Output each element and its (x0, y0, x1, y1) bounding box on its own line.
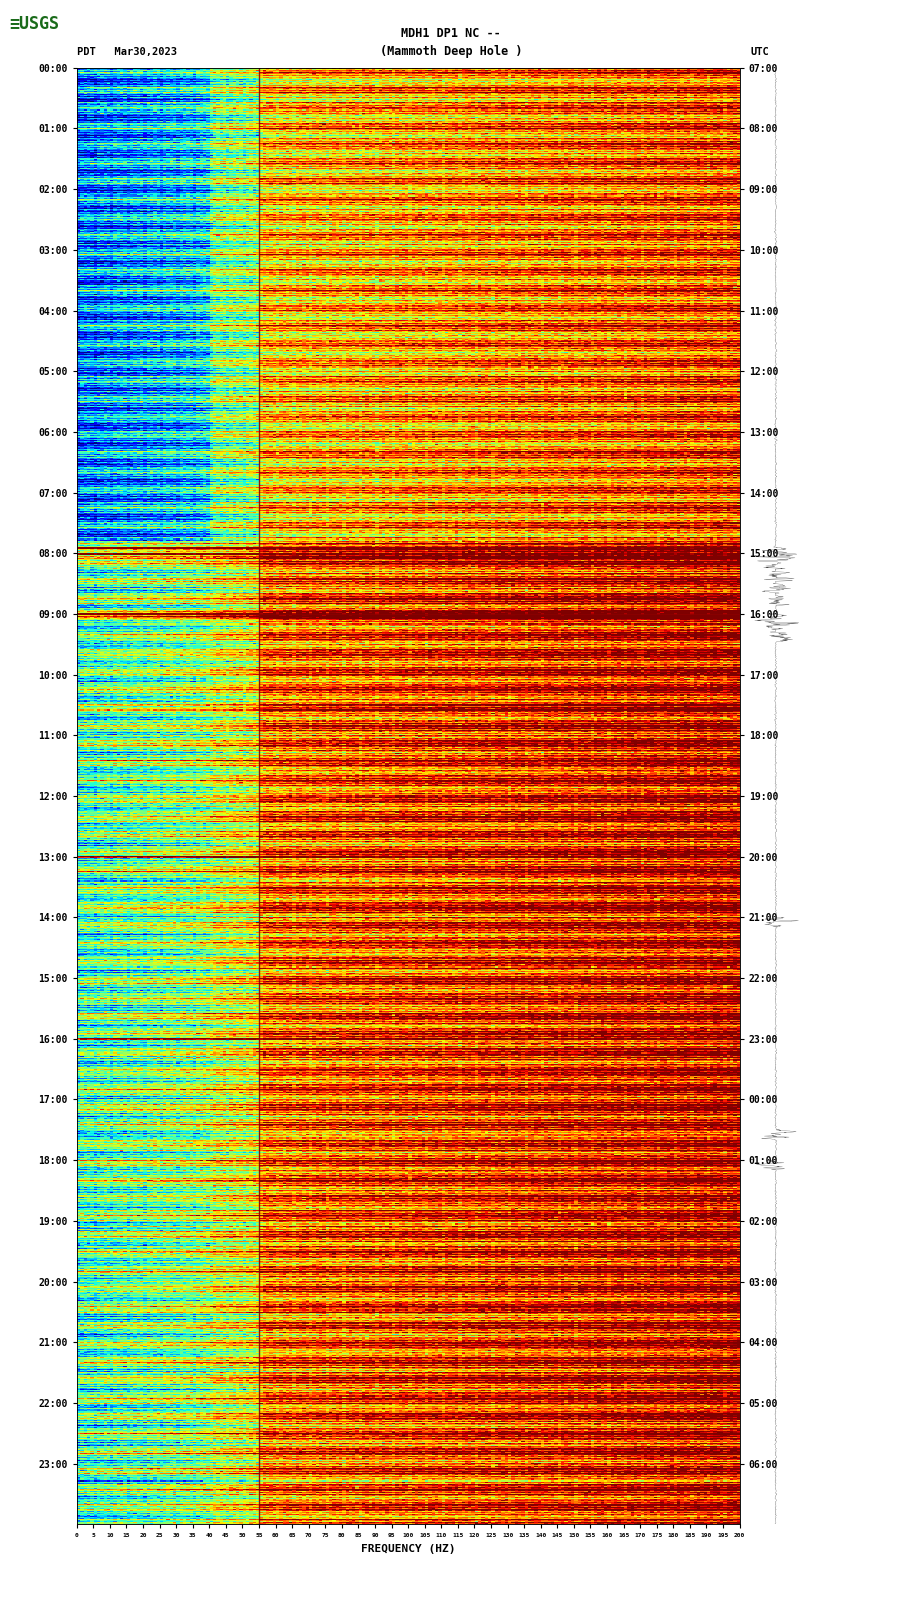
X-axis label: FREQUENCY (HZ): FREQUENCY (HZ) (361, 1544, 456, 1553)
Text: MDH1 DP1 NC --: MDH1 DP1 NC -- (401, 27, 501, 40)
Text: UTC: UTC (750, 47, 769, 56)
Text: ≡USGS: ≡USGS (9, 15, 59, 32)
Text: PDT   Mar30,2023: PDT Mar30,2023 (77, 47, 177, 56)
Text: (Mammoth Deep Hole ): (Mammoth Deep Hole ) (380, 45, 522, 58)
